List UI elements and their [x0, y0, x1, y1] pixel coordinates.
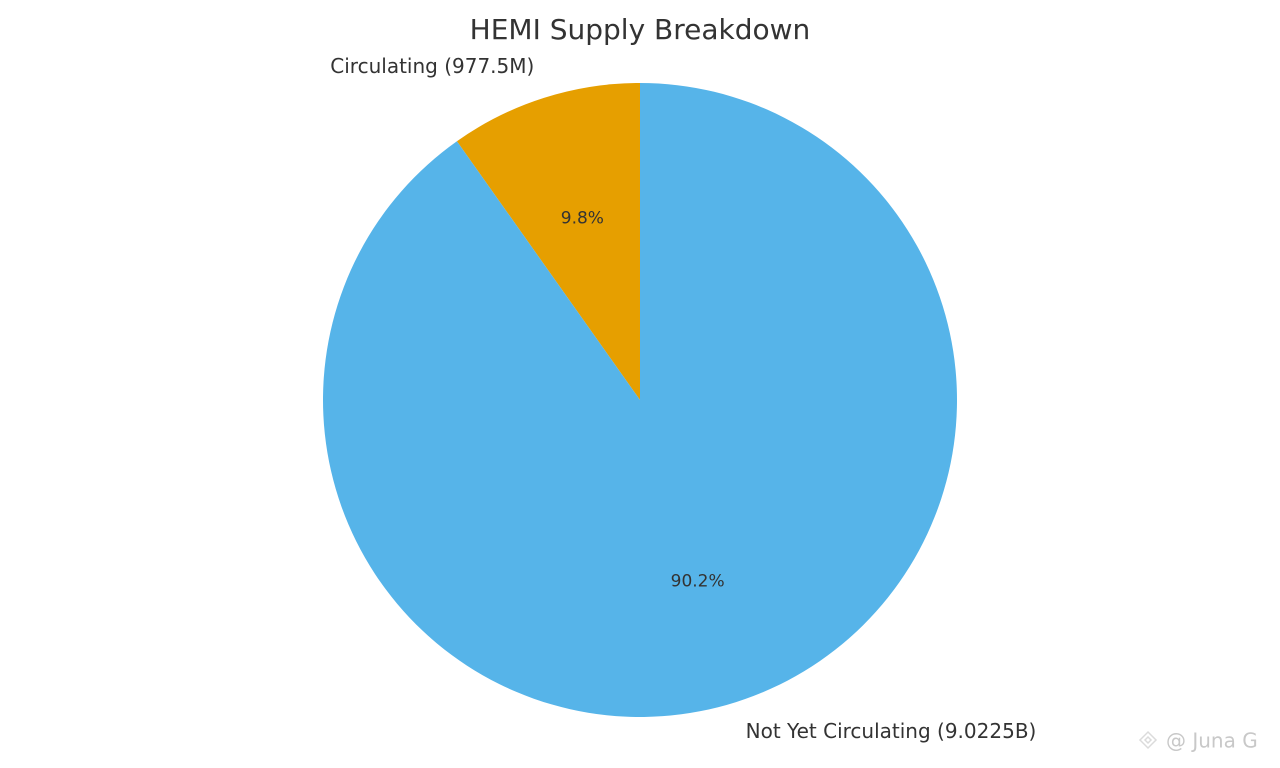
pie-slice: [456, 83, 640, 400]
value-label: 90.2%: [671, 571, 725, 591]
watermark: @ Juna G: [1166, 729, 1258, 753]
value-label: 9.8%: [561, 209, 604, 229]
category-label: Circulating (977.5M): [330, 54, 534, 78]
chart-title: HEMI Supply Breakdown: [470, 13, 811, 46]
watermark-logo: [1138, 730, 1158, 750]
category-label: Not Yet Circulating (9.0225B): [746, 719, 1037, 743]
pie-slice: [323, 82, 957, 717]
